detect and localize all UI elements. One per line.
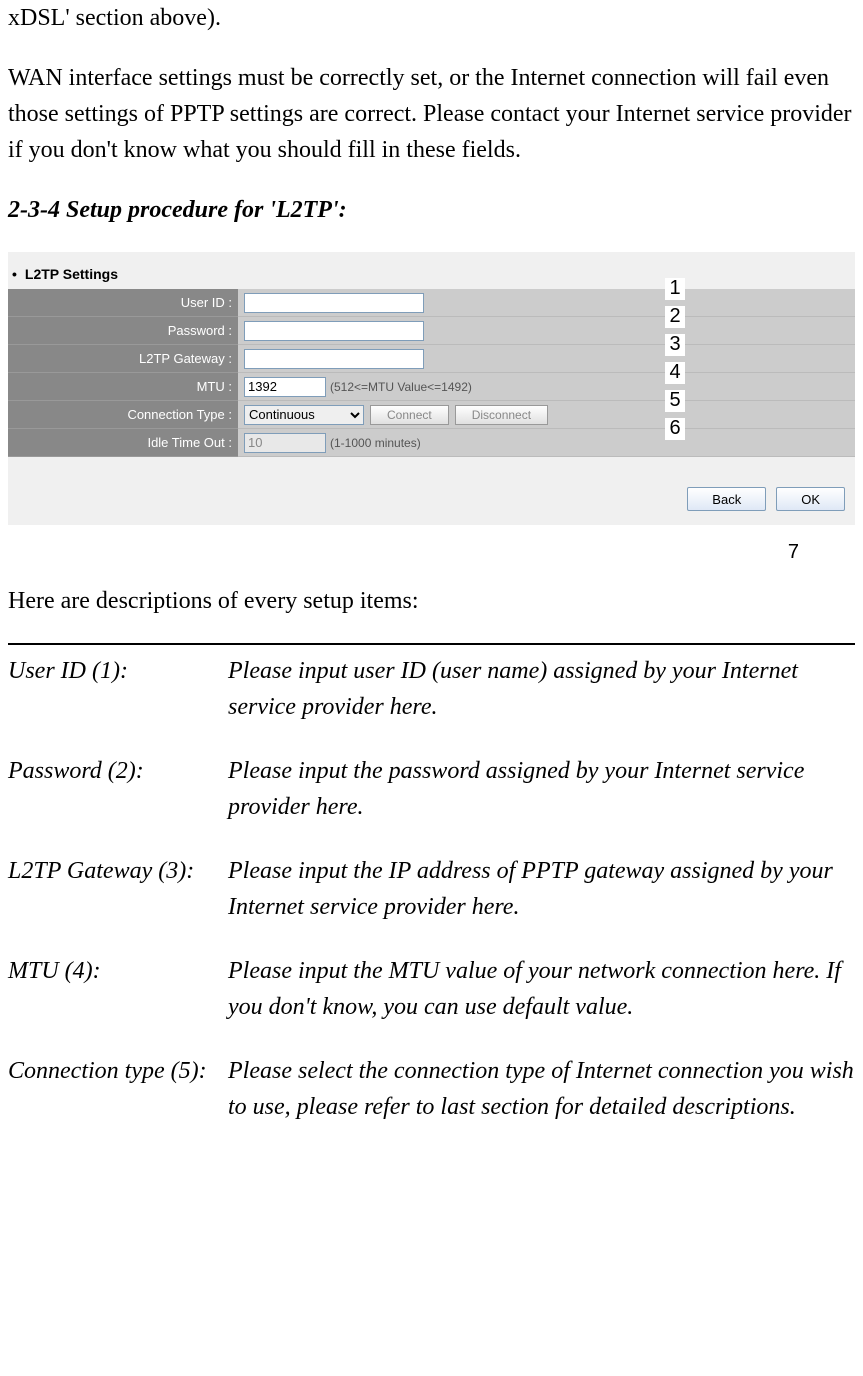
- desc-def-password: Please input the password assigned by yo…: [228, 753, 855, 825]
- label-mtu: MTU :: [8, 373, 238, 401]
- callout-6: 6: [665, 418, 685, 440]
- desc-divider: [8, 643, 855, 645]
- desc-intro: Here are descriptions of every setup ite…: [8, 583, 855, 619]
- row-idle: Idle Time Out : (1-1000 minutes): [8, 429, 855, 457]
- desc-term-password: Password (2):: [8, 753, 228, 825]
- desc-term-gateway: L2TP Gateway (3):: [8, 853, 228, 925]
- back-button[interactable]: Back: [687, 487, 766, 511]
- desc-gateway: L2TP Gateway (3): Please input the IP ad…: [8, 853, 855, 925]
- callout-5: 5: [665, 390, 685, 412]
- disconnect-button[interactable]: Disconnect: [455, 405, 548, 425]
- desc-userid: User ID (1): Please input user ID (user …: [8, 653, 855, 725]
- input-mtu[interactable]: [244, 377, 326, 397]
- desc-password: Password (2): Please input the password …: [8, 753, 855, 825]
- input-userid[interactable]: [244, 293, 424, 313]
- settings-title: L2TP Settings: [8, 260, 855, 289]
- footer-buttons: Back OK: [8, 457, 855, 511]
- callout-3: 3: [665, 334, 685, 356]
- desc-def-mtu: Please input the MTU value of your netwo…: [228, 953, 855, 1025]
- desc-conntype: Connection type (5): Please select the c…: [8, 1053, 855, 1125]
- callout-7: 7: [8, 537, 855, 567]
- connect-button[interactable]: Connect: [370, 405, 449, 425]
- l2tp-settings-panel: L2TP Settings User ID : Password : L2TP …: [8, 252, 855, 525]
- label-conntype: Connection Type :: [8, 401, 238, 429]
- section-heading: 2-3-4 Setup procedure for 'L2TP':: [8, 192, 855, 228]
- label-password: Password :: [8, 317, 238, 345]
- desc-def-gateway: Please input the IP address of PPTP gate…: [228, 853, 855, 925]
- hint-idle: (1-1000 minutes): [330, 434, 421, 452]
- row-password: Password :: [8, 317, 855, 345]
- desc-def-userid: Please input user ID (user name) assigne…: [228, 653, 855, 725]
- ok-button[interactable]: OK: [776, 487, 845, 511]
- desc-mtu: MTU (4): Please input the MTU value of y…: [8, 953, 855, 1025]
- row-mtu: MTU : (512<=MTU Value<=1492): [8, 373, 855, 401]
- desc-term-userid: User ID (1):: [8, 653, 228, 725]
- intro-fragment: xDSL' section above).: [8, 0, 855, 36]
- wan-paragraph: WAN interface settings must be correctly…: [8, 60, 855, 168]
- callout-2: 2: [665, 306, 685, 328]
- callout-1: 1: [665, 278, 685, 300]
- desc-term-mtu: MTU (4):: [8, 953, 228, 1025]
- desc-term-conntype: Connection type (5):: [8, 1053, 228, 1125]
- input-gateway[interactable]: [244, 349, 424, 369]
- label-idle: Idle Time Out :: [8, 429, 238, 457]
- desc-def-conntype: Please select the connection type of Int…: [228, 1053, 855, 1125]
- label-gateway: L2TP Gateway :: [8, 345, 238, 373]
- hint-mtu: (512<=MTU Value<=1492): [330, 378, 472, 396]
- input-idle: [244, 433, 326, 453]
- row-conntype: Connection Type : Continuous Connect Dis…: [8, 401, 855, 429]
- input-password[interactable]: [244, 321, 424, 341]
- callout-4: 4: [665, 362, 685, 384]
- row-gateway: L2TP Gateway :: [8, 345, 855, 373]
- label-userid: User ID :: [8, 289, 238, 317]
- row-userid: User ID :: [8, 289, 855, 317]
- select-conntype[interactable]: Continuous: [244, 405, 364, 425]
